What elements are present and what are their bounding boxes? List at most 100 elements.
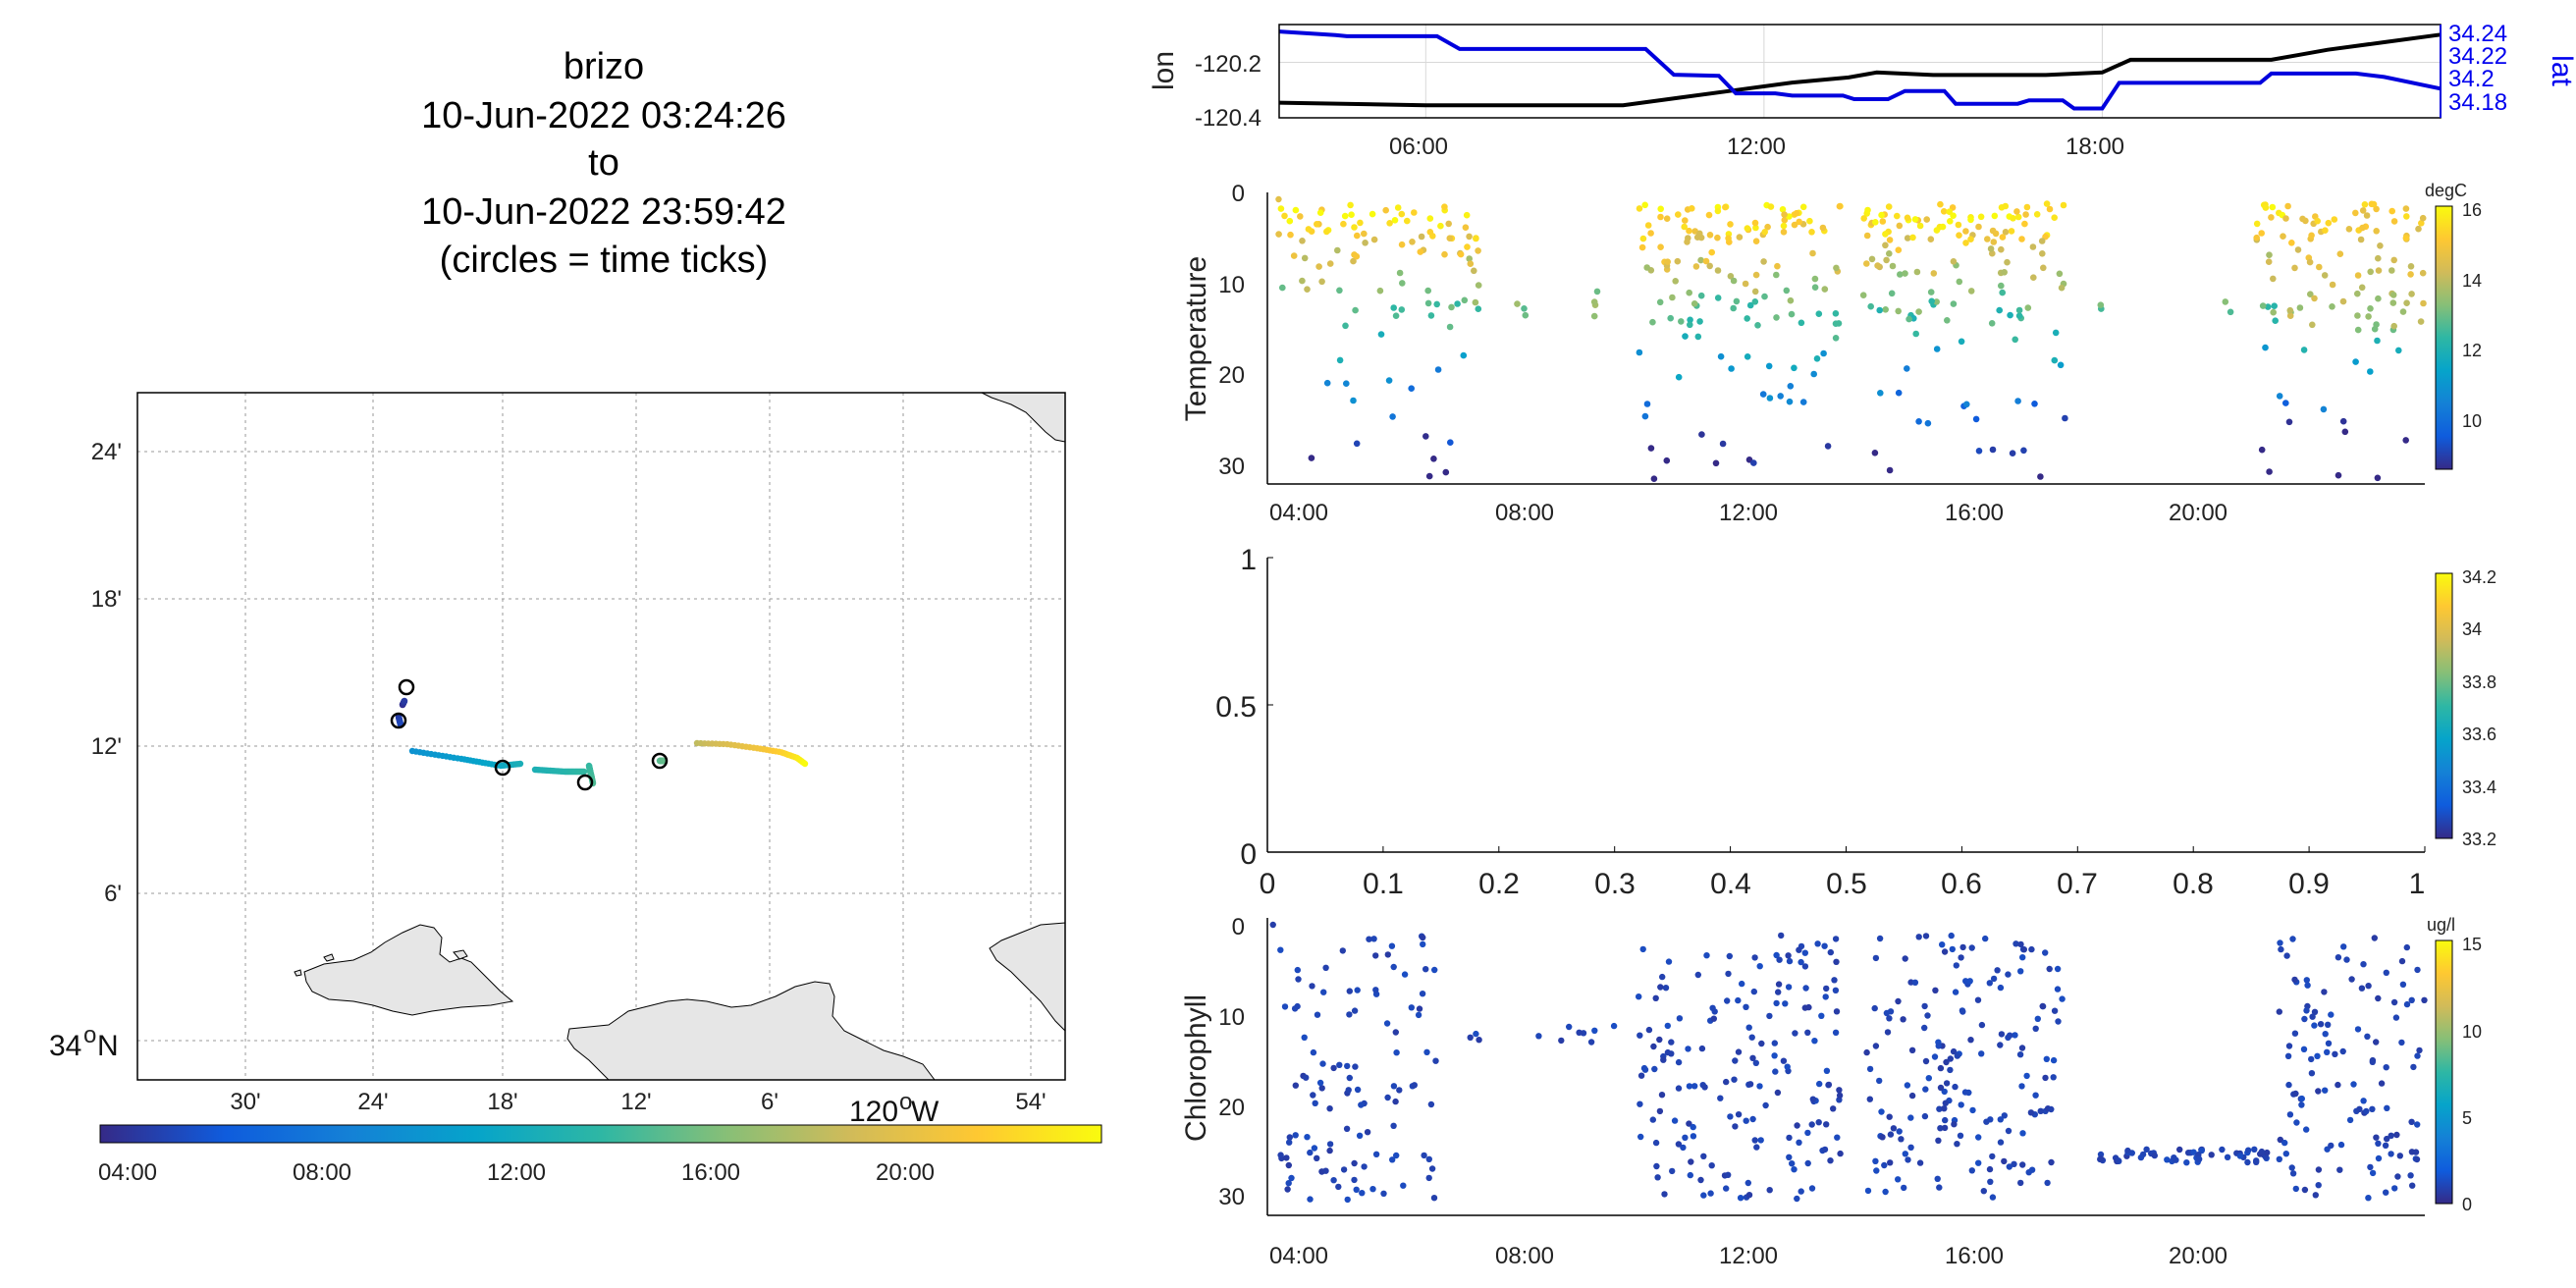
sal-y-tick-0: 0 bbox=[1240, 838, 1257, 871]
chlorophyll-point bbox=[1392, 1029, 1400, 1036]
chlorophyll-point bbox=[1942, 1100, 1950, 1106]
chlorophyll-point bbox=[2350, 1081, 2357, 1088]
temperature-point bbox=[1472, 298, 1479, 306]
chlorophyll-point bbox=[1408, 1004, 1416, 1011]
sal-x-tick-0-3: 0.3 bbox=[1594, 868, 1636, 900]
chlorophyll-point bbox=[2292, 1090, 2299, 1098]
chl-colorbar-frame bbox=[2435, 939, 2453, 1205]
chlorophyll-point bbox=[1980, 1188, 1988, 1195]
lon-tick-12: 12' bbox=[620, 1089, 651, 1115]
chlorophyll-point bbox=[1344, 1196, 1351, 1204]
chlorophyll-point bbox=[1947, 1066, 1954, 1074]
chlorophyll-point bbox=[2358, 985, 2366, 992]
temperature-point bbox=[2294, 246, 2302, 253]
temperature-point bbox=[1815, 310, 1823, 318]
chl-cbar-tick-10: 10 bbox=[2462, 1022, 2482, 1042]
chlorophyll-point bbox=[2276, 1008, 2282, 1015]
temperature-point bbox=[1418, 233, 1425, 241]
chlorophyll-point bbox=[1825, 1081, 1833, 1089]
temperature-point bbox=[2270, 275, 2277, 283]
temperature-point bbox=[1882, 306, 1889, 313]
chl-x-tick-1200: 12:00 bbox=[1719, 1243, 1778, 1269]
temperature-point bbox=[2039, 249, 2046, 257]
chlorophyll-point bbox=[2298, 1095, 2305, 1102]
chlorophyll-point bbox=[1320, 989, 1327, 995]
chlorophyll-point bbox=[2276, 1155, 2282, 1163]
chlorophyll-point bbox=[2244, 1158, 2251, 1166]
chlorophyll-point bbox=[1830, 1105, 1837, 1112]
chlorophyll-point bbox=[1958, 954, 1964, 961]
chlorophyll-point bbox=[1866, 1065, 1874, 1073]
temperature-point bbox=[1462, 224, 1470, 231]
temperature-point bbox=[1638, 243, 1646, 251]
sal-cbar-tick-34-2: 34.2 bbox=[2462, 567, 2496, 587]
chlorophyll-point bbox=[1370, 936, 1377, 942]
chlorophyll-point bbox=[1558, 1037, 1565, 1045]
temperature-point bbox=[1441, 203, 1448, 210]
chlorophyll-point bbox=[1801, 963, 1809, 970]
chlorophyll-point bbox=[1356, 1132, 1364, 1140]
chlorophyll-point bbox=[1675, 1141, 1683, 1148]
temperature-point bbox=[1824, 443, 1832, 450]
temperature-point bbox=[2288, 240, 2295, 246]
chlorophyll-point bbox=[1997, 1116, 2005, 1123]
temperature-point bbox=[1788, 310, 1796, 318]
temperature-point bbox=[1347, 201, 1354, 209]
temperature-point bbox=[1687, 316, 1693, 324]
chlorophyll-point bbox=[2055, 1018, 2062, 1025]
temperature-point bbox=[1353, 252, 1361, 260]
chlorophyll-point bbox=[1664, 1022, 1672, 1030]
chlorophyll-point bbox=[1811, 1038, 1818, 1045]
map-time-colorbar: 04:00 08:00 12:00 16:00 20:00 bbox=[98, 1124, 1102, 1186]
temperature-point bbox=[1787, 296, 1795, 304]
chlorophyll-point bbox=[1701, 1084, 1708, 1091]
chlorophyll-point bbox=[2018, 1083, 2025, 1090]
temperature-point bbox=[2291, 264, 2298, 272]
chlorophyll-point bbox=[1587, 1039, 1595, 1046]
chlorophyll-point bbox=[1283, 1154, 1290, 1161]
chlorophyll-point bbox=[1876, 1077, 1883, 1085]
temperature-point bbox=[1751, 298, 1759, 305]
chlorophyll-point bbox=[1281, 1003, 1289, 1010]
temperature-point bbox=[1913, 268, 1921, 276]
chlorophyll-point bbox=[1415, 1011, 1422, 1019]
chl-x-tick-1600: 16:00 bbox=[1945, 1243, 2004, 1269]
temperature-point bbox=[1457, 250, 1465, 258]
temperature-point bbox=[2367, 368, 2374, 375]
temperature-point bbox=[1446, 235, 1454, 242]
temperature-point bbox=[1350, 397, 1357, 404]
chlorophyll-point bbox=[1739, 980, 1745, 988]
chlorophyll-point bbox=[1610, 1022, 1618, 1030]
chlorophyll-point bbox=[1727, 1113, 1734, 1120]
chlorophyll-point bbox=[1775, 989, 1782, 995]
chlorophyll-point bbox=[1640, 1064, 1648, 1072]
chlorophyll-point bbox=[2375, 994, 2382, 1002]
temperature-point bbox=[2334, 471, 2342, 479]
temperature-point bbox=[1764, 223, 1771, 231]
temperature-point bbox=[2402, 235, 2410, 242]
temperature-point bbox=[1895, 389, 1903, 397]
temperature-point bbox=[1719, 440, 1727, 448]
temperature-point bbox=[2403, 213, 2410, 220]
temp-y-tick-10: 10 bbox=[1218, 272, 1245, 298]
chlorophyll-point bbox=[2219, 1146, 2226, 1154]
temperature-point bbox=[1990, 239, 1998, 245]
temperature-point bbox=[1730, 304, 1737, 312]
temperature-point bbox=[1590, 312, 1598, 320]
chlorophyll-point bbox=[1277, 946, 1284, 953]
chlorophyll-point bbox=[1294, 966, 1302, 974]
temperature-point bbox=[1750, 459, 1757, 466]
sal-x-ticks: 0 0.1 0.2 0.3 0.4 0.5 0.6 0.7 0.8 0.9 1 bbox=[1260, 868, 2426, 900]
temperature-point bbox=[1370, 236, 1378, 243]
sal-x-tick-0-6: 0.6 bbox=[1941, 868, 1982, 900]
sal-cbar-tick-34: 34 bbox=[2462, 619, 2482, 639]
temperature-point bbox=[1664, 258, 1671, 266]
chlorophyll-point bbox=[1962, 978, 1969, 985]
chlorophyll-point bbox=[2001, 1112, 2009, 1119]
chlorophyll-point bbox=[2277, 939, 2283, 946]
temp-x-tick-2000: 20:00 bbox=[2169, 500, 2227, 526]
temperature-point bbox=[1714, 295, 1722, 301]
chlorophyll-point bbox=[1476, 1037, 1482, 1044]
chlorophyll-point bbox=[2281, 1139, 2288, 1147]
temperature-point bbox=[1717, 352, 1725, 360]
